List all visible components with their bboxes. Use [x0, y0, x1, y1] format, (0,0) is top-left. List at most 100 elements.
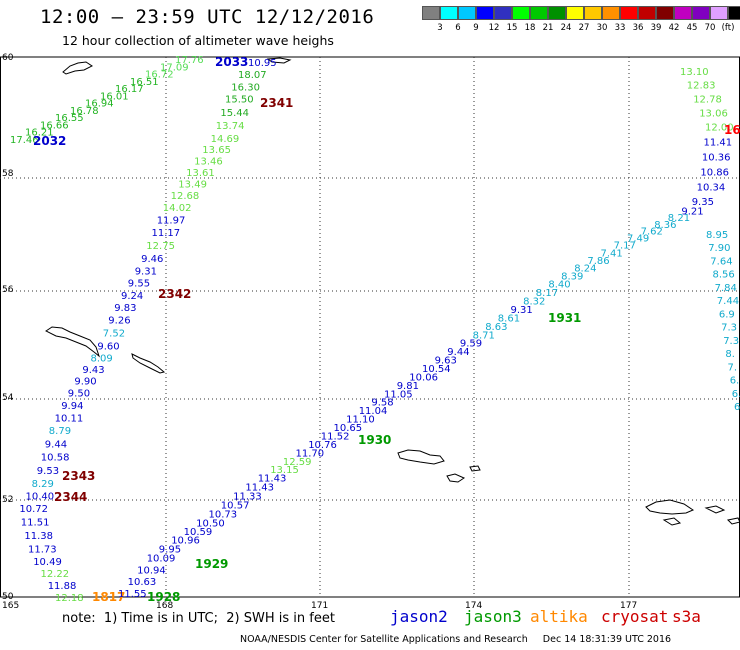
- colorbar-label: 39: [650, 23, 662, 33]
- wave-height-value: 10.49: [33, 557, 62, 568]
- wave-height-value: 9.94: [61, 401, 83, 412]
- colorbar-label: 45: [686, 23, 698, 33]
- colorbar-swatch: [422, 6, 440, 20]
- wave-height-value: 8.79: [49, 426, 71, 437]
- wave-height-value: 9.50: [68, 389, 90, 400]
- wave-height-value: 6.: [734, 402, 740, 413]
- wave-height-value: 9.63: [435, 356, 457, 367]
- colorbar-label: 36: [632, 23, 644, 33]
- colorbar-label: 33: [614, 23, 626, 33]
- wave-height-value: 14.02: [163, 203, 192, 214]
- colorbar-label: 15: [506, 23, 518, 33]
- wave-height-value: 13.15: [270, 465, 299, 476]
- wave-height-value: 8.09: [91, 354, 113, 365]
- wave-height-value: 11.33: [233, 492, 262, 503]
- satellite-legend-item: jason2: [390, 607, 448, 626]
- colorbar-label: 6: [455, 23, 461, 33]
- landmass-outline: [45, 326, 101, 358]
- pass-time-label: 1929: [195, 557, 228, 571]
- longitude-label: 174: [465, 601, 482, 611]
- landmass-outline: [266, 57, 292, 64]
- wave-height-value: 17.09: [160, 62, 189, 73]
- colorbar-label: 24: [560, 23, 572, 33]
- wave-height-value: 11.73: [28, 544, 57, 555]
- colorbar-label: 3: [437, 23, 443, 33]
- wave-height-value: 10.34: [697, 182, 726, 193]
- wave-height-value: 9.21: [681, 206, 703, 217]
- footer-note: note: 1) Time is in UTC; 2) SWH is in fe…: [62, 611, 335, 626]
- colorbar-swatch: [620, 6, 638, 20]
- wave-height-value: 12.68: [171, 191, 200, 202]
- wave-height-value: 9.59: [460, 339, 482, 350]
- wave-height-value: 10.94: [137, 565, 166, 576]
- wave-height-value: 18.07: [238, 70, 267, 81]
- wave-height-value: 8.40: [548, 280, 570, 291]
- colorbar-swatch: [692, 6, 710, 20]
- wave-height-value: 13.65: [202, 145, 231, 156]
- wave-height-value: 11.43: [258, 474, 287, 485]
- wave-height-value: 7.64: [710, 257, 732, 268]
- wave-height-value: 10.57: [221, 501, 250, 512]
- colorbar-label: (ft): [721, 23, 735, 33]
- wave-height-value: 10.50: [196, 518, 225, 529]
- wave-height-value: 12.00: [705, 122, 734, 133]
- wave-height-value: 10.96: [171, 536, 200, 547]
- wave-height-value: 7.90: [708, 243, 730, 254]
- colorbar-swatch: [458, 6, 476, 20]
- wave-height-value: 12.59: [283, 457, 312, 468]
- wave-height-value: 12.83: [687, 81, 716, 92]
- pass-time-label: 1930: [358, 433, 391, 447]
- wave-height-value: 16.72: [145, 70, 174, 81]
- landmass-outline: [469, 465, 481, 472]
- wave-height-value: 9.44: [447, 347, 469, 358]
- wave-height-value: 11.51: [21, 517, 50, 528]
- wave-height-value: 11.88: [48, 581, 77, 592]
- wave-height-value: 11.05: [384, 389, 413, 400]
- swh-colorbar: [422, 6, 740, 20]
- satellite-legend-item: s3a: [672, 607, 701, 626]
- wave-height-value: 8.24: [574, 264, 596, 275]
- latitude-label: 58: [2, 169, 14, 179]
- wave-height-value: 10.76: [308, 440, 337, 451]
- wave-height-value: 14.69: [211, 134, 240, 145]
- wave-height-value: 9.60: [97, 341, 119, 352]
- pass-time-label: 1817: [92, 590, 125, 604]
- wave-height-value: 9.31: [135, 267, 157, 278]
- colorbar-swatch: [656, 6, 674, 20]
- landmass-outline: [397, 449, 445, 465]
- wave-height-value: 16.94: [85, 99, 114, 110]
- colorbar-label: 27: [578, 23, 590, 33]
- latitude-label: 54: [2, 393, 14, 403]
- wave-height-value: 9.81: [397, 381, 419, 392]
- colorbar-swatch: [476, 6, 494, 20]
- longitude-label: 168: [156, 601, 173, 611]
- wave-height-value: 12.18: [55, 593, 84, 604]
- wave-height-value: 12.75: [146, 241, 175, 252]
- wave-height-value: 13.06: [699, 108, 728, 119]
- landmass-outline: [62, 61, 93, 75]
- colorbar-swatch: [512, 6, 530, 20]
- colorbar-swatch: [548, 6, 566, 20]
- wave-height-value: 10.36: [702, 153, 731, 164]
- wave-height-value: 8.32: [523, 297, 545, 308]
- wave-height-value: 7.41: [601, 248, 623, 259]
- wave-height-value: 10.09: [147, 554, 176, 565]
- wave-height-value: 11.04: [359, 406, 388, 417]
- latitude-label: 50: [2, 592, 14, 602]
- wave-height-value: 9.53: [37, 466, 59, 477]
- wave-height-value: 10.73: [209, 510, 238, 521]
- wave-height-value: 11.41: [704, 138, 733, 149]
- longitude-label: 165: [2, 601, 19, 611]
- wave-height-value: 17.76: [175, 55, 204, 66]
- page-title: 12:00 — 23:59 UTC 12/12/2016: [40, 6, 375, 28]
- wave-height-value: 10.58: [41, 453, 70, 464]
- pass-time-label: 2032: [33, 134, 66, 148]
- pass-time-label: 1928: [147, 590, 180, 604]
- wave-height-value: 8.29: [32, 479, 54, 490]
- pass-time-label: 2344: [54, 490, 87, 504]
- wave-height-value: 10.86: [700, 168, 729, 179]
- colorbar-label: 18: [524, 23, 536, 33]
- satellite-legend-item: altika: [530, 607, 588, 626]
